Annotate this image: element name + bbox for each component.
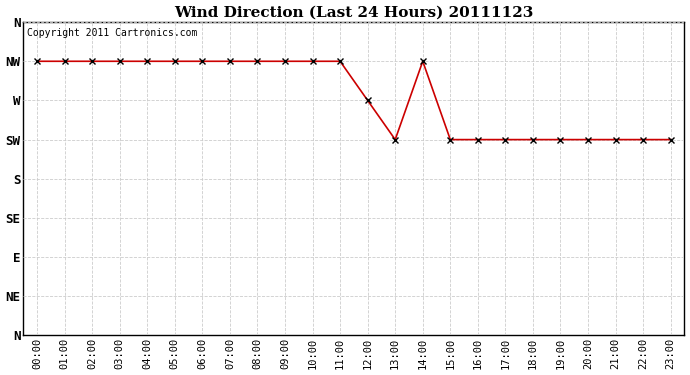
Title: Wind Direction (Last 24 Hours) 20111123: Wind Direction (Last 24 Hours) 20111123: [174, 6, 533, 20]
Text: Copyright 2011 Cartronics.com: Copyright 2011 Cartronics.com: [27, 28, 197, 38]
